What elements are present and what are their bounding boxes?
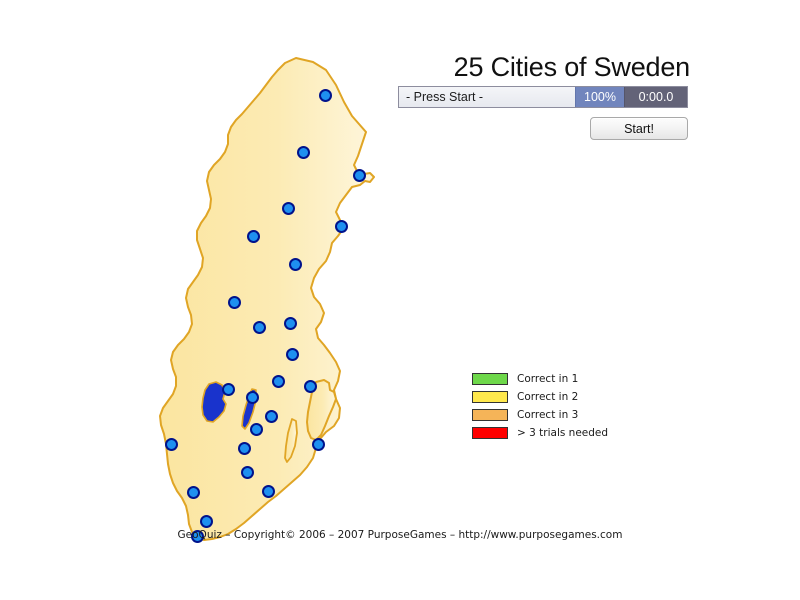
legend-swatch — [472, 373, 508, 385]
city-marker-5[interactable] — [334, 219, 348, 233]
timer-display: 0:00.0 — [624, 87, 687, 107]
city-marker-18[interactable] — [164, 437, 178, 451]
legend-label: Correct in 2 — [517, 391, 579, 403]
city-marker-12[interactable] — [271, 374, 285, 388]
city-marker-7[interactable] — [288, 257, 302, 271]
city-marker-21[interactable] — [240, 465, 254, 479]
legend-swatch — [472, 391, 508, 403]
city-marker-3[interactable] — [352, 168, 366, 182]
legend-label: Correct in 1 — [517, 373, 579, 385]
legend-row: > 3 trials needed — [472, 424, 652, 442]
city-marker-24[interactable] — [199, 514, 213, 528]
legend-label: > 3 trials needed — [517, 427, 609, 439]
city-marker-20[interactable] — [311, 437, 325, 451]
oland-island-shape — [284, 418, 298, 463]
progress-percent: 100% — [575, 87, 624, 107]
legend: Correct in 1 Correct in 2 Correct in 3 > 3 … — [472, 370, 652, 442]
legend-row: Correct in 2 — [472, 388, 652, 406]
map-container[interactable] — [140, 40, 420, 543]
footer-credit: GeoQuiz – Copyright© 2006 – 2007 Purpose… — [177, 529, 623, 541]
city-marker-11[interactable] — [285, 347, 299, 361]
gotland-island-shape — [306, 379, 337, 441]
legend-label: Correct in 3 — [517, 409, 579, 421]
city-marker-1[interactable] — [318, 88, 332, 102]
city-marker-17[interactable] — [249, 422, 263, 436]
city-marker-14[interactable] — [303, 379, 317, 393]
city-marker-4[interactable] — [281, 201, 295, 215]
city-marker-19[interactable] — [237, 441, 251, 455]
status-bar: - Press Start - 100% 0:00.0 — [398, 86, 688, 108]
legend-row: Correct in 3 — [472, 406, 652, 424]
start-button[interactable]: Start! — [590, 117, 688, 140]
city-marker-8[interactable] — [227, 295, 241, 309]
city-marker-10[interactable] — [283, 316, 297, 330]
city-marker-13[interactable] — [221, 382, 235, 396]
city-marker-6[interactable] — [246, 229, 260, 243]
city-marker-22[interactable] — [186, 485, 200, 499]
city-marker-16[interactable] — [264, 409, 278, 423]
city-marker-23[interactable] — [261, 484, 275, 498]
city-marker-2[interactable] — [296, 145, 310, 159]
legend-row: Correct in 1 — [472, 370, 652, 388]
page-title: 25 Cities of Sweden — [453, 52, 691, 82]
sweden-map[interactable] — [140, 40, 420, 541]
city-marker-9[interactable] — [252, 320, 266, 334]
city-marker-15[interactable] — [245, 390, 259, 404]
status-message: - Press Start - — [399, 87, 575, 107]
sweden-mainland-shape — [159, 57, 375, 541]
city-marker-25[interactable] — [190, 529, 204, 543]
legend-swatch — [472, 409, 508, 421]
legend-swatch — [472, 427, 508, 439]
